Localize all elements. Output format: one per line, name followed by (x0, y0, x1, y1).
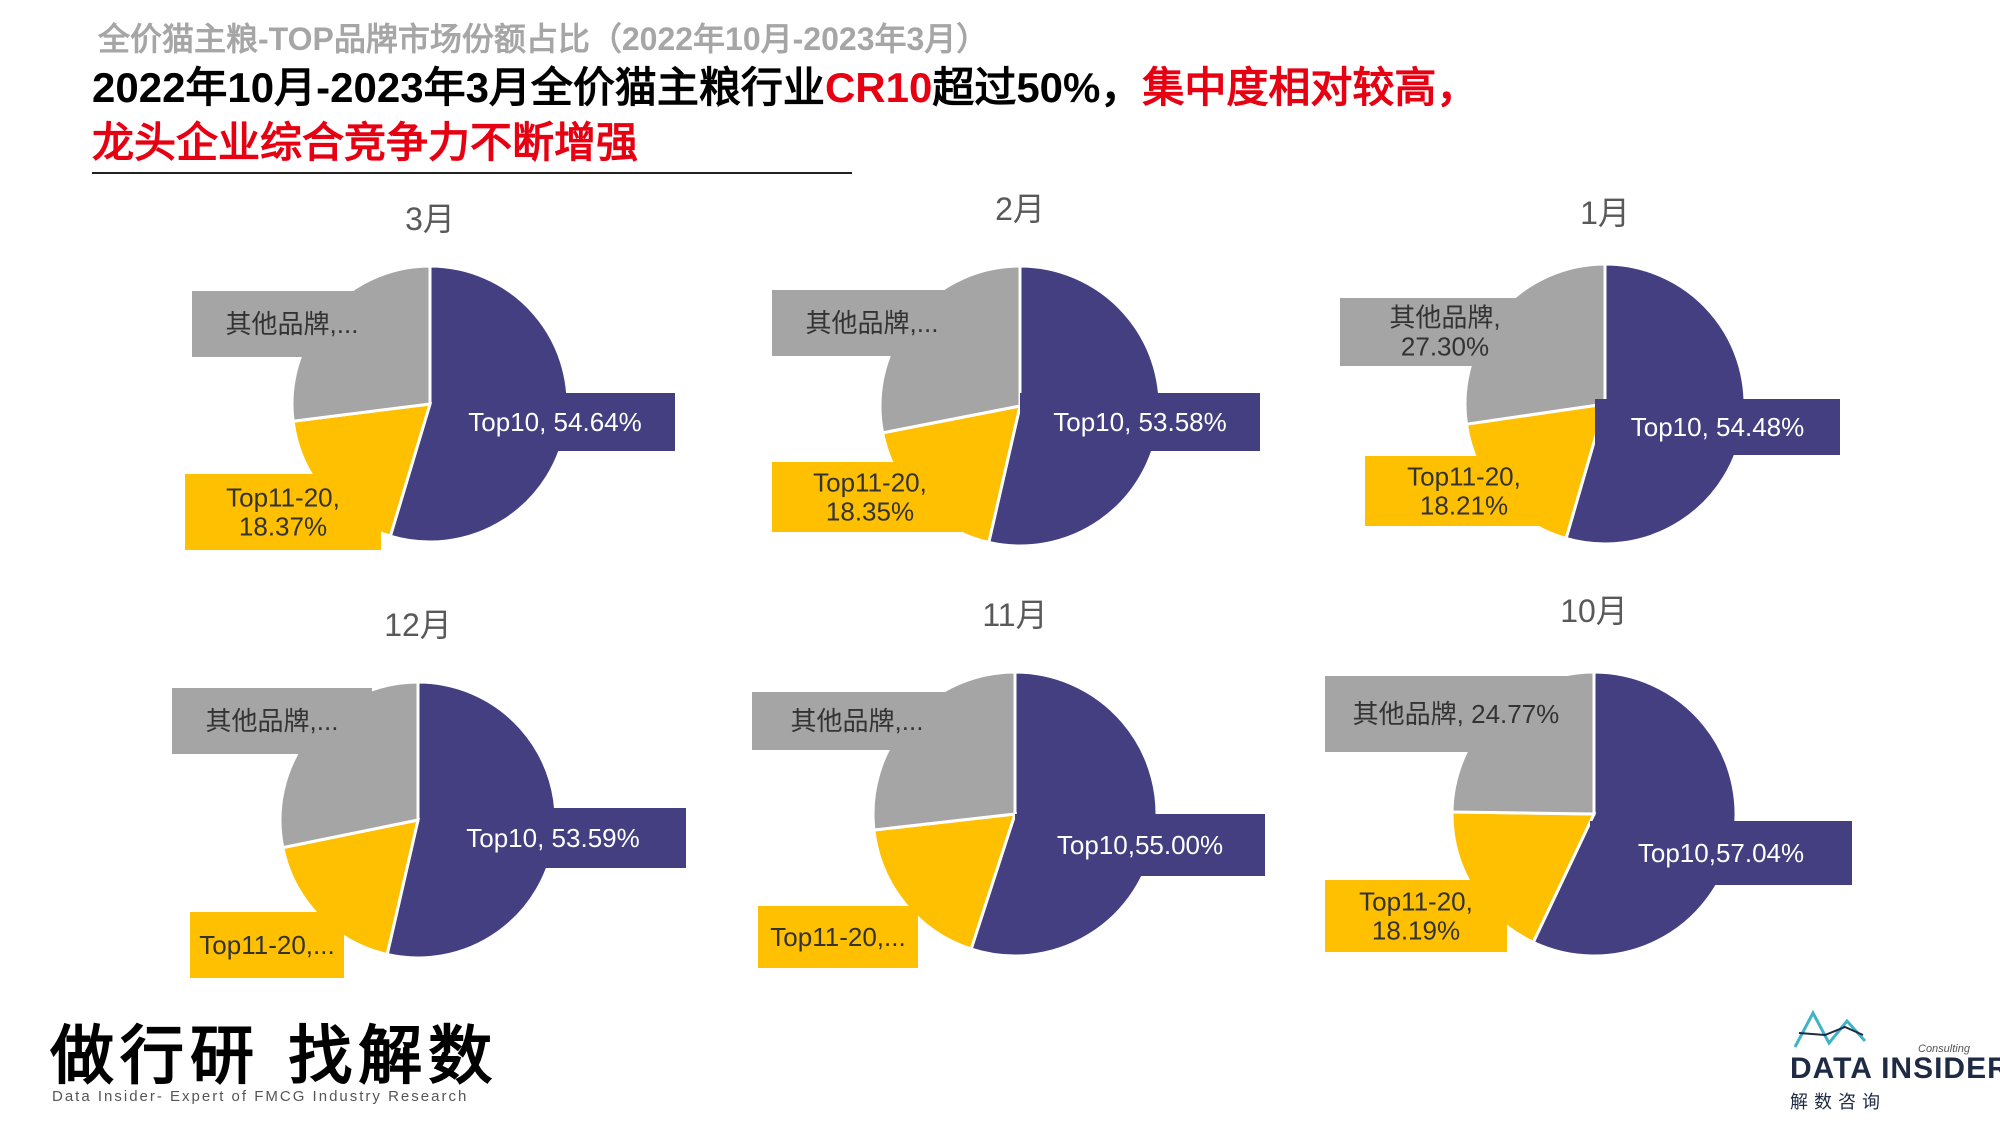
data-label-box-others (752, 692, 962, 750)
footer-slogan-subtitle: Data Insider- Expert of FMCG Industry Re… (52, 1088, 469, 1105)
data-label-top11-20: Top11-20,... (770, 922, 905, 952)
brand-consulting: Consulting (1918, 1043, 1970, 1055)
header-divider (92, 172, 852, 174)
data-label-box-top11-20 (1365, 456, 1563, 526)
data-label-box-others (172, 688, 372, 754)
data-label-top10: Top10,57.04% (1638, 838, 1804, 868)
page-subtitle: 全价猫主粮-TOP品牌市场份额占比（2022年10月-2023年3月） (98, 21, 989, 57)
data-label-top11-20: Top11-20, 18.37% (226, 483, 340, 542)
data-label-box-others (192, 291, 392, 357)
data-label-others: 其他品牌, 27.30% (1389, 303, 1500, 362)
data-label-box-top11-20 (190, 912, 344, 978)
pie-chart-6: 10月 Top10,57.04% Top11-20, 18.19% 其他品牌, 24.7… (1325, 593, 1852, 958)
data-label-box-top10 (1020, 393, 1260, 451)
data-label-box-top11-20 (758, 906, 918, 968)
pie-title: 1月 (1580, 195, 1630, 231)
data-label-top10: Top10,55.00% (1057, 830, 1223, 860)
data-label-box-top10 (1590, 821, 1852, 885)
data-label-top11-20: Top11-20, 18.21% (1407, 462, 1521, 521)
headline-part1: 2022年10月-2023年3月全价猫主粮行业 (92, 64, 825, 111)
pie-title: 2月 (995, 191, 1045, 227)
pie-title: 3月 (405, 201, 455, 237)
headline-line2: 龙头企业综合竞争力不断增强 (92, 119, 639, 166)
data-label-top10: Top10, 54.48% (1631, 412, 1804, 442)
data-label-top11-20: Top11-20, 18.35% (813, 468, 927, 527)
pie-slice-top11-20 (872, 812, 1018, 951)
data-label-others: 其他品牌,... (806, 308, 939, 338)
pie-title: 11月 (982, 597, 1047, 633)
headline-cr10: CR10 (824, 64, 933, 111)
data-label-box-top10 (435, 393, 675, 451)
data-label-box-top10 (1015, 814, 1265, 876)
data-label-top10: Top10, 54.64% (468, 407, 641, 437)
data-insider-logo-icon (1793, 1009, 1867, 1048)
footer-slogan: 做行研 找解数 (50, 1019, 499, 1094)
data-label-top11-20: Top11-20, 18.19% (1359, 887, 1473, 946)
data-label-others: 其他品牌,... (206, 706, 339, 736)
pie-title: 12月 (384, 607, 452, 643)
data-label-box-others (1325, 676, 1587, 752)
data-label-others: 其他品牌, 24.77% (1353, 699, 1560, 729)
pie-chart-2: 2月 Top10, 53.58% Top11-20, 18.35% 其他品牌,... (772, 191, 1260, 548)
data-label-others: 其他品牌,... (226, 309, 359, 339)
data-label-others: 其他品牌,... (791, 706, 924, 736)
page-headline: 2022年10月-2023年3月全价猫主粮行业CR10超过50%，集中度相对较高… (92, 60, 1478, 170)
data-label-box-top10 (1595, 399, 1840, 455)
data-label-box-top10 (420, 808, 686, 868)
headline-part2: 超过50%， (932, 64, 1143, 111)
pie-chart-1: 3月 Top10, 54.64% Top11-20, 18.37% 其他品牌,... (185, 201, 675, 550)
data-label-box-top11-20 (772, 462, 968, 532)
pie-chart-4: 12月 Top10, 53.59% Top11-20,... 其他品牌,... (172, 607, 686, 978)
pie-chart-5: 11月 Top10,55.00% Top11-20,... 其他品牌,... (752, 597, 1265, 968)
data-label-box-others (1340, 298, 1550, 366)
pie-title: 10月 (1560, 593, 1628, 629)
data-label-top10: Top10, 53.59% (466, 823, 639, 853)
data-label-box-top11-20 (185, 474, 381, 550)
headline-part3: 集中度相对较高， (1142, 64, 1479, 111)
data-label-box-top11-20 (1325, 880, 1507, 952)
data-label-top11-20: Top11-20,... (199, 930, 334, 960)
pie-chart-3: 1月 Top10, 54.48% Top11-20, 18.21% 其他品牌, 27.30… (1340, 195, 1840, 546)
brand-name: DATA INSIDER (1790, 1052, 2000, 1085)
data-label-top10: Top10, 53.58% (1053, 407, 1226, 437)
data-label-box-others (772, 290, 972, 356)
brand-cn: 解数咨询 (1790, 1092, 1886, 1112)
